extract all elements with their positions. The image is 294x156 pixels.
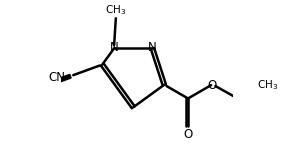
Text: CH$_3$: CH$_3$ [257, 78, 278, 92]
Text: O: O [207, 79, 217, 92]
Text: N: N [148, 41, 157, 54]
Text: N: N [110, 41, 118, 54]
Text: CN: CN [49, 71, 66, 84]
Text: CH$_3$: CH$_3$ [105, 3, 126, 17]
Text: O: O [183, 129, 193, 141]
